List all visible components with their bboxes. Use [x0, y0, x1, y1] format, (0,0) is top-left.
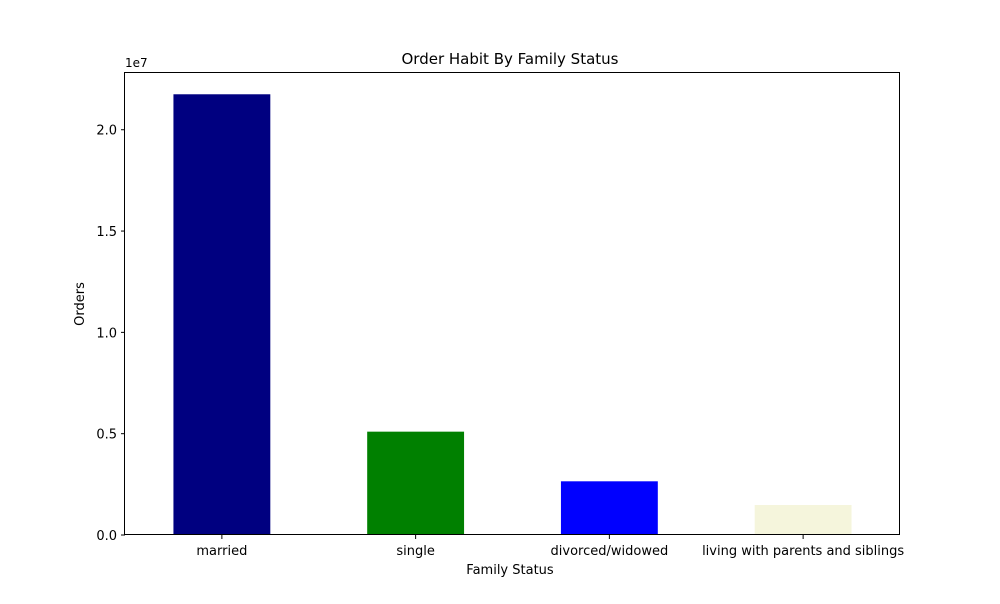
chart-title: Order Habit By Family Status — [402, 50, 619, 68]
bars-group — [173, 94, 852, 536]
x-tick-label-0: married — [196, 544, 247, 559]
y-tick-label-0: 0.0 — [96, 529, 117, 544]
x-tick-label-2: divorced/widowed — [551, 544, 669, 559]
bar-1 — [367, 431, 465, 535]
y-tick-label-1: 0.5 — [96, 428, 117, 443]
y-tick-label-3: 1.5 — [96, 225, 117, 240]
y-tick-label-4: 2.0 — [96, 124, 117, 139]
bar-3 — [754, 505, 852, 535]
x-tick-label-3: living with parents and siblings — [702, 544, 904, 559]
x-tick-label-1: single — [396, 544, 435, 559]
y-axis-label: Orders — [73, 282, 88, 326]
x-axis-label: Family Status — [466, 563, 554, 578]
bar-2 — [560, 481, 658, 535]
bar-0 — [173, 94, 271, 536]
x-axis: married single divorced/widowed living with… — [196, 535, 904, 559]
plot-frame — [124, 72, 900, 535]
y-offset-label: 1e7 — [125, 56, 148, 70]
y-tick-label-2: 1.0 — [96, 326, 117, 341]
y-axis: 0.0 0.5 1.0 1.5 2.0 — [96, 124, 125, 544]
